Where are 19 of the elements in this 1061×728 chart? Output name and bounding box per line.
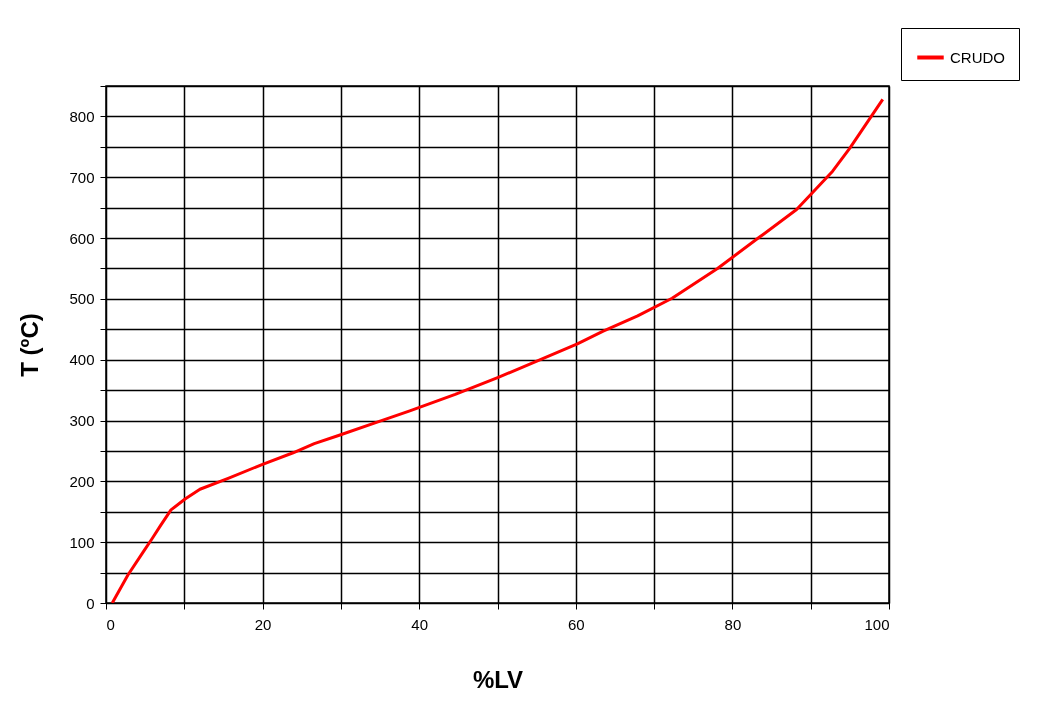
x-tick-label: 20 [254, 615, 272, 633]
x-tick-label: 60 [567, 615, 585, 633]
y-tick-label: 700 [69, 168, 95, 186]
y-tick-label: 400 [69, 351, 95, 369]
y-tick-label: 100 [69, 533, 95, 551]
x-tick-label: 100 [864, 615, 890, 633]
y-tick-label: 800 [69, 107, 95, 125]
x-axis-title: %LV [472, 665, 524, 693]
x-tick-label: 80 [724, 615, 742, 633]
y-tick-label: 500 [69, 290, 95, 308]
y-tick-label: 600 [69, 229, 95, 247]
y-tick-label: 0 [86, 594, 95, 612]
y-tick-label: 200 [69, 472, 95, 490]
y-axis-title: T (ºC) [16, 313, 44, 377]
x-tick-label: 40 [411, 615, 429, 633]
legend-label: CRUDO [950, 48, 1005, 66]
y-tick-label: 300 [69, 412, 95, 430]
x-tick-label: 0 [106, 615, 115, 633]
line-series [110, 97, 885, 603]
